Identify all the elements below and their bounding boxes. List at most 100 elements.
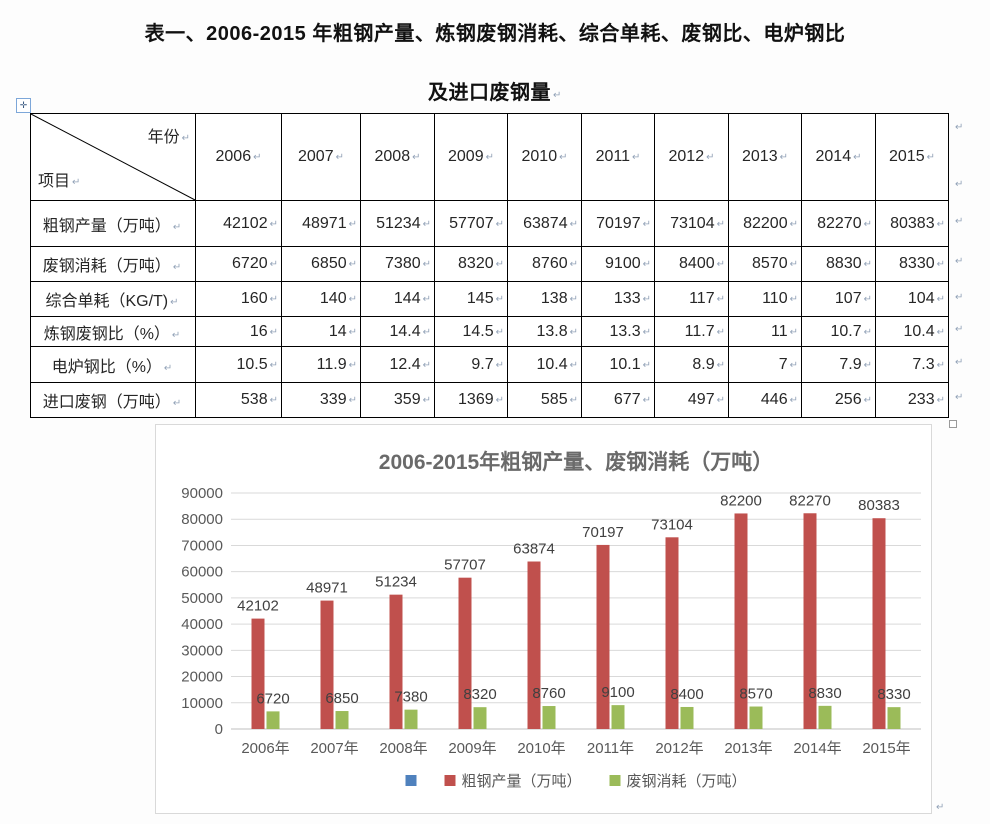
- cell-value[interactable]: 11.9 ↵: [281, 346, 361, 383]
- table-row: 粗钢产量（万吨） ↵ 42102 ↵ 48971 ↵ 51234 ↵ 57707 ↵ 63874 ↵ 7…: [30, 200, 949, 247]
- cell-value[interactable]: 13.3 ↵: [581, 316, 655, 347]
- cell-value[interactable]: 9100 ↵: [581, 246, 655, 282]
- year-header-2014[interactable]: 2014 ↵: [801, 113, 876, 201]
- year-header-2007[interactable]: 2007 ↵: [281, 113, 361, 201]
- paragraph-mark: ↵: [863, 259, 872, 270]
- bar-secondary: [887, 707, 901, 729]
- cell-value[interactable]: 10.7 ↵: [801, 316, 876, 347]
- cell-value[interactable]: 233 ↵: [875, 382, 949, 418]
- table-corner-cell[interactable]: 年份 ↵ 项目 ↵: [30, 113, 196, 201]
- paragraph-mark: ↵: [269, 326, 278, 338]
- steel-data-table[interactable]: 年份 ↵ 项目 ↵ 2006 ↵ 2007 ↵ 2008 ↵ 2009 ↵ 2010 ↵ 2011 ↵ 2012…: [30, 113, 949, 418]
- cell-value[interactable]: 145 ↵: [434, 281, 508, 317]
- cell-value[interactable]: 14 ↵: [281, 316, 361, 347]
- table-resize-handle[interactable]: [949, 420, 957, 428]
- x-axis-label: 2012年: [655, 740, 703, 757]
- cell-value[interactable]: 133 ↵: [581, 281, 655, 317]
- cell-value[interactable]: 140 ↵: [281, 281, 361, 317]
- cell-value[interactable]: 117 ↵: [654, 281, 729, 317]
- table-move-handle-icon[interactable]: ✛: [16, 98, 31, 113]
- diagonal-divider: [31, 114, 195, 200]
- year-header-2011[interactable]: 2011 ↵: [581, 113, 655, 201]
- cell-value[interactable]: 13.8 ↵: [507, 316, 582, 347]
- cell-value[interactable]: 6720 ↵: [195, 246, 282, 282]
- chart-title: 2006-2015年粗钢产量、废钢消耗（万吨）: [379, 450, 773, 474]
- paragraph-mark: ↵: [72, 177, 81, 188]
- cell-value[interactable]: 8320 ↵: [434, 246, 508, 282]
- cell-value[interactable]: 48971 ↵: [281, 200, 361, 247]
- row-label[interactable]: 综合单耗（KG/T) ↵: [30, 281, 196, 317]
- row-label[interactable]: 粗钢产量（万吨） ↵: [30, 200, 196, 247]
- year-header-2012[interactable]: 2012 ↵: [654, 113, 729, 201]
- cell-value[interactable]: 446 ↵: [728, 382, 802, 418]
- row-label[interactable]: 进口废钢（万吨） ↵: [30, 382, 196, 418]
- cell-value[interactable]: 9.7 ↵: [434, 346, 508, 383]
- cell-value[interactable]: 14.5 ↵: [434, 316, 508, 347]
- cell-value[interactable]: 70197 ↵: [581, 200, 655, 247]
- bar-chart-object[interactable]: 2006-2015年粗钢产量、废钢消耗（万吨） 0 10000 20000 30000 4…: [155, 424, 932, 814]
- cell-value[interactable]: 107 ↵: [801, 281, 876, 317]
- cell-value[interactable]: 51234 ↵: [360, 200, 435, 247]
- bar-secondary: [473, 707, 487, 729]
- year-header-2013[interactable]: 2013 ↵: [728, 113, 802, 201]
- paragraph-mark: ↵: [863, 395, 872, 406]
- cell-value[interactable]: 7.3 ↵: [875, 346, 949, 383]
- cell-value[interactable]: 497 ↵: [654, 382, 729, 418]
- cell-value[interactable]: 14.4 ↵: [360, 316, 435, 347]
- cell-value[interactable]: 104 ↵: [875, 281, 949, 317]
- cell-value[interactable]: 339 ↵: [281, 382, 361, 418]
- cell-value[interactable]: 63874 ↵: [507, 200, 582, 247]
- cell-value[interactable]: 42102 ↵: [195, 200, 282, 247]
- year-header-2009[interactable]: 2009 ↵: [434, 113, 508, 201]
- cell-value[interactable]: 80383 ↵: [875, 200, 949, 247]
- cell-value[interactable]: 256 ↵: [801, 382, 876, 418]
- bar-value-label: 7380: [394, 689, 427, 706]
- cell-value[interactable]: 82200 ↵: [728, 200, 802, 247]
- cell-value[interactable]: 8830 ↵: [801, 246, 876, 282]
- cell-value[interactable]: 7.9 ↵: [801, 346, 876, 383]
- cell-value[interactable]: 538 ↵: [195, 382, 282, 418]
- cell-value[interactable]: 8570 ↵: [728, 246, 802, 282]
- cell-value[interactable]: 8.9 ↵: [654, 346, 729, 383]
- cell-value[interactable]: 10.1 ↵: [581, 346, 655, 383]
- cell-value[interactable]: 7 ↵: [728, 346, 802, 383]
- cell-value[interactable]: 12.4 ↵: [360, 346, 435, 383]
- cell-value[interactable]: 160 ↵: [195, 281, 282, 317]
- paragraph-mark: ↵: [789, 294, 798, 305]
- cell-value[interactable]: 10.4 ↵: [507, 346, 582, 383]
- cell-value[interactable]: 110 ↵: [728, 281, 802, 317]
- row-label[interactable]: 炼钢废钢比（%） ↵: [30, 316, 196, 347]
- cell-value[interactable]: 144 ↵: [360, 281, 435, 317]
- cell-value[interactable]: 82270 ↵: [801, 200, 876, 247]
- cell-value[interactable]: 11.7 ↵: [654, 316, 729, 347]
- year-header-2015[interactable]: 2015 ↵: [875, 113, 949, 201]
- cell-value[interactable]: 585 ↵: [507, 382, 582, 418]
- cell-value[interactable]: 10.4 ↵: [875, 316, 949, 347]
- cell-value[interactable]: 1369 ↵: [434, 382, 508, 418]
- year-header-2010[interactable]: 2010 ↵: [507, 113, 582, 201]
- cell-value[interactable]: 16 ↵: [195, 316, 282, 347]
- x-axis-label: 2008年: [379, 740, 427, 757]
- paragraph-mark: ↵: [955, 179, 964, 190]
- cell-value[interactable]: 6850 ↵: [281, 246, 361, 282]
- cell-value[interactable]: 57707 ↵: [434, 200, 508, 247]
- cell-value[interactable]: 10.5 ↵: [195, 346, 282, 383]
- cell-value[interactable]: 8400 ↵: [654, 246, 729, 282]
- document-title-line1: 表一、2006-2015 年粗钢产量、炼钢废钢消耗、综合单耗、废钢比、电炉钢比: [144, 23, 846, 45]
- table-row: 废钢消耗（万吨） ↵ 6720 ↵ 6850 ↵ 7380 ↵ 8320 ↵ 8760 ↵ 9100 ↵ 8…: [30, 246, 949, 282]
- row-label[interactable]: 电炉钢比（%） ↵: [30, 346, 196, 383]
- paragraph-mark: ↵: [422, 218, 431, 230]
- paragraph-mark: ↵: [936, 395, 945, 406]
- year-header-2006[interactable]: 2006 ↵: [195, 113, 282, 201]
- cell-value[interactable]: 7380 ↵: [360, 246, 435, 282]
- cell-value[interactable]: 8760 ↵: [507, 246, 582, 282]
- cell-value[interactable]: 11 ↵: [728, 316, 802, 347]
- cell-value[interactable]: 138 ↵: [507, 281, 582, 317]
- row-label[interactable]: 废钢消耗（万吨） ↵: [30, 246, 196, 282]
- cell-value[interactable]: 677 ↵: [581, 382, 655, 418]
- cell-value[interactable]: 359 ↵: [360, 382, 435, 418]
- corner-label-year: 年份 ↵: [147, 129, 190, 146]
- cell-value[interactable]: 8330 ↵: [875, 246, 949, 282]
- year-header-2008[interactable]: 2008 ↵: [360, 113, 435, 201]
- cell-value[interactable]: 73104 ↵: [654, 200, 729, 247]
